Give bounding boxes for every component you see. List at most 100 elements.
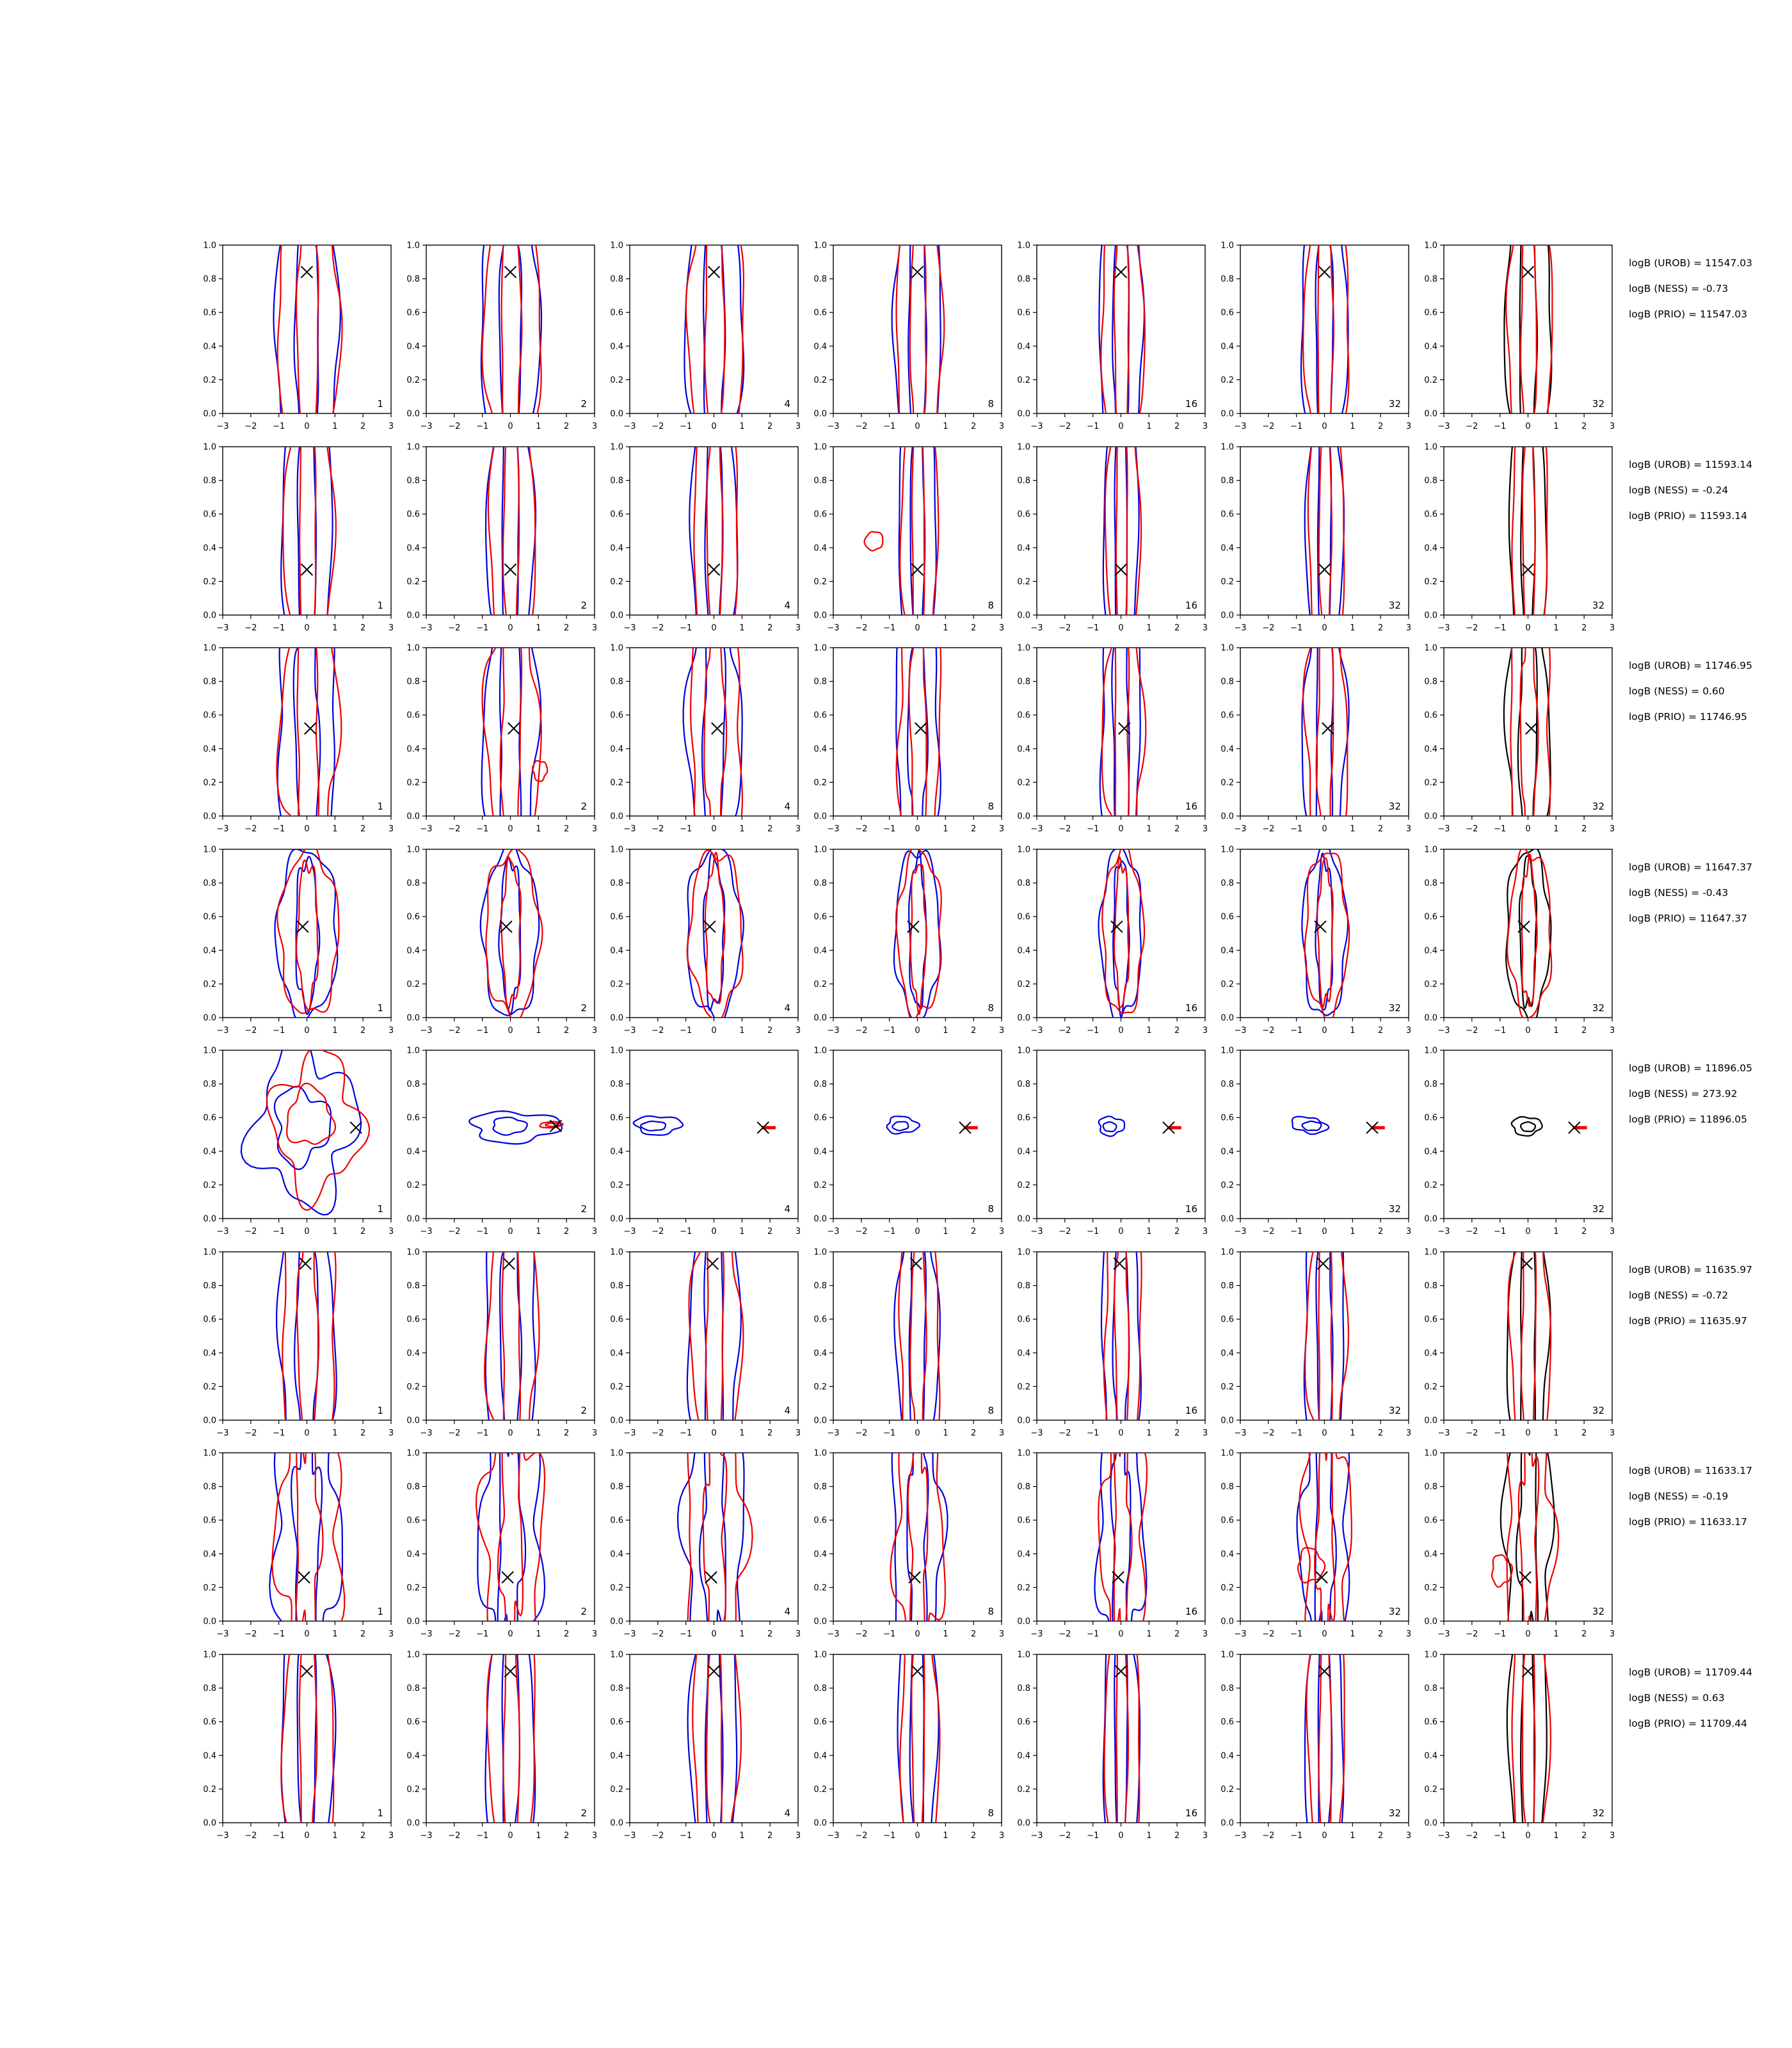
y-tick-label: 0.0 <box>610 1818 623 1828</box>
subplot-r6c6: −3 −2 −1 0 1 2 3 0.0 0.2 0.4 0.6 0.8 1.0 32 <box>1203 1247 1424 1455</box>
contour-group <box>273 245 343 413</box>
x-tick-label: 2 <box>1581 1227 1587 1236</box>
contour-line-blue <box>893 849 942 1018</box>
contour-line-red <box>895 245 945 413</box>
y-tick-label: 1.0 <box>813 241 827 251</box>
contour-group <box>684 245 745 413</box>
contour-group <box>1099 648 1147 816</box>
x-tick-label: 3 <box>592 1629 597 1639</box>
truth-marker-x <box>1118 722 1131 735</box>
contour-line-red <box>266 1050 371 1211</box>
y-tick-label: 1.0 <box>1017 1650 1030 1660</box>
x-tick-label: 2 <box>360 1026 365 1036</box>
logb-ness-label: logB (NESS) = -0.19 <box>1629 1491 1729 1502</box>
x-tick-label: 2 <box>564 623 569 633</box>
x-tick-label: 3 <box>388 1428 394 1438</box>
subplot-r1c3: −3 −2 −1 0 1 2 3 0.0 0.2 0.4 0.6 0.8 1.0 4 <box>593 240 813 448</box>
contour-group <box>269 1453 346 1621</box>
contour-group <box>1100 1251 1142 1420</box>
x-tick-label: −1 <box>883 1227 895 1236</box>
y-tick-label: 0.4 <box>203 342 216 351</box>
y-tick-label: 1.0 <box>1220 644 1234 653</box>
y-tick-label: 0.2 <box>203 577 216 586</box>
x-tick-label: −3 <box>1437 623 1450 633</box>
particle-count-label: 16 <box>1185 398 1197 410</box>
x-tick-label: 1 <box>739 1629 744 1639</box>
x-tick-label: 3 <box>1406 1227 1411 1236</box>
contour-line-red <box>1520 1251 1537 1420</box>
axes-frame <box>629 244 799 414</box>
contour-line-blue <box>897 1654 940 1823</box>
truth-marker-x <box>1521 1665 1535 1677</box>
y-tick-label: 0.2 <box>1017 778 1030 788</box>
contour-line-blue <box>276 648 335 816</box>
subplot-r6c7: −3 −2 −1 0 1 2 3 0.0 0.2 0.4 0.6 0.8 1.0 32 <box>1407 1247 1628 1455</box>
y-tick-label: 0.0 <box>1424 410 1437 419</box>
truth-marker-x <box>703 920 716 933</box>
y-tick-label: 0.2 <box>813 1784 827 1794</box>
contour-line-red <box>1101 648 1147 816</box>
x-tick-label: −3 <box>1437 1428 1450 1438</box>
x-tick-label: −2 <box>1059 1428 1071 1438</box>
contour-line-blue <box>892 1121 909 1132</box>
y-tick-label: 1.0 <box>406 1449 420 1459</box>
truth-marker-x <box>1318 563 1331 576</box>
subplot-canvas: −3 −2 −1 0 1 2 3 0.0 0.2 0.4 0.6 0.8 1.0 16 <box>1017 241 1208 432</box>
y-tick-label: 0.2 <box>813 778 827 788</box>
subplot-r7c3: −3 −2 −1 0 1 2 3 0.0 0.2 0.4 0.6 0.8 1.0 4 <box>593 1448 813 1656</box>
contour-line-blue <box>1316 446 1332 615</box>
x-tick-label: −1 <box>1087 623 1099 633</box>
subplot-canvas: −3 −2 −1 0 1 2 3 0.0 0.2 0.4 0.6 0.8 1.0 4 <box>610 845 801 1036</box>
y-tick-label: 0.4 <box>1220 1751 1234 1761</box>
y-tick-label: 0.8 <box>610 1482 623 1492</box>
y-tick-label: 0.8 <box>1017 677 1030 687</box>
x-tick-label: 2 <box>564 1629 569 1639</box>
y-tick-label: 0.6 <box>406 1315 420 1324</box>
x-tick-label: −3 <box>827 1629 839 1639</box>
subplot-r5c7: −3 −2 −1 0 1 2 3 0.0 0.2 0.4 0.6 0.8 1.0 32 <box>1407 1045 1628 1253</box>
x-tick-label: 2 <box>1174 422 1180 431</box>
x-tick-label: 3 <box>796 1629 801 1639</box>
y-tick-label: 0.8 <box>813 476 827 486</box>
logb-ness-label: logB (NESS) = 0.60 <box>1629 685 1725 697</box>
y-tick-label: 0.4 <box>406 342 420 351</box>
contour-line-red <box>687 1453 753 1621</box>
x-tick-label: 3 <box>388 824 394 834</box>
truth-marker-x <box>304 722 317 735</box>
y-tick-label: 0.6 <box>203 308 216 318</box>
x-tick-label: 0 <box>304 1227 309 1236</box>
y-tick-label: 0.2 <box>813 577 827 586</box>
x-tick-label: −3 <box>216 1831 228 1841</box>
logb-annotation-block: logB (UROB) = 11896.05 logB (NESS) = 273.… <box>1629 1055 1792 1132</box>
x-tick-label: 0 <box>1322 623 1327 633</box>
subplot-r1c5: −3 −2 −1 0 1 2 3 0.0 0.2 0.4 0.6 0.8 1.0 16 <box>1000 240 1220 448</box>
x-tick-label: −1 <box>476 1629 488 1639</box>
subplot-r2c2: −3 −2 −1 0 1 2 3 0.0 0.2 0.4 0.6 0.8 1.0 2 <box>389 442 610 650</box>
x-tick-label: 1 <box>1146 824 1151 834</box>
x-tick-label: 3 <box>999 1629 1004 1639</box>
contour-line-red <box>1307 446 1345 615</box>
contour-line-blue <box>1102 446 1140 615</box>
x-tick-label: 1 <box>1553 1831 1558 1841</box>
contour-line-blue <box>698 1453 726 1621</box>
x-tick-label: 2 <box>971 623 976 633</box>
y-tick-label: 0.8 <box>813 1684 827 1693</box>
contour-line-red <box>1517 1453 1540 1621</box>
y-tick-label: 0.4 <box>1017 543 1030 553</box>
x-tick-label: 0 <box>1322 1227 1327 1236</box>
y-tick-label: 0.6 <box>813 1114 827 1123</box>
y-tick-label: 1.0 <box>1017 644 1030 653</box>
y-tick-label: 0.6 <box>610 1114 623 1123</box>
x-tick-label: −3 <box>420 824 432 834</box>
x-tick-label: 3 <box>592 824 597 834</box>
truth-marker-x <box>296 920 309 933</box>
x-tick-label: −3 <box>827 422 839 431</box>
axes-frame <box>1240 848 1409 1018</box>
y-tick-label: 0.4 <box>406 543 420 553</box>
particle-count-label: 4 <box>784 398 790 410</box>
y-tick-label: 0.2 <box>203 1382 216 1391</box>
subplot-canvas: −3 −2 −1 0 1 2 3 0.0 0.2 0.4 0.6 0.8 1.0 32 <box>1220 442 1411 633</box>
contour-line-red <box>481 245 542 413</box>
y-tick-label: 0.6 <box>406 509 420 519</box>
y-tick-label: 0.2 <box>1424 778 1437 788</box>
